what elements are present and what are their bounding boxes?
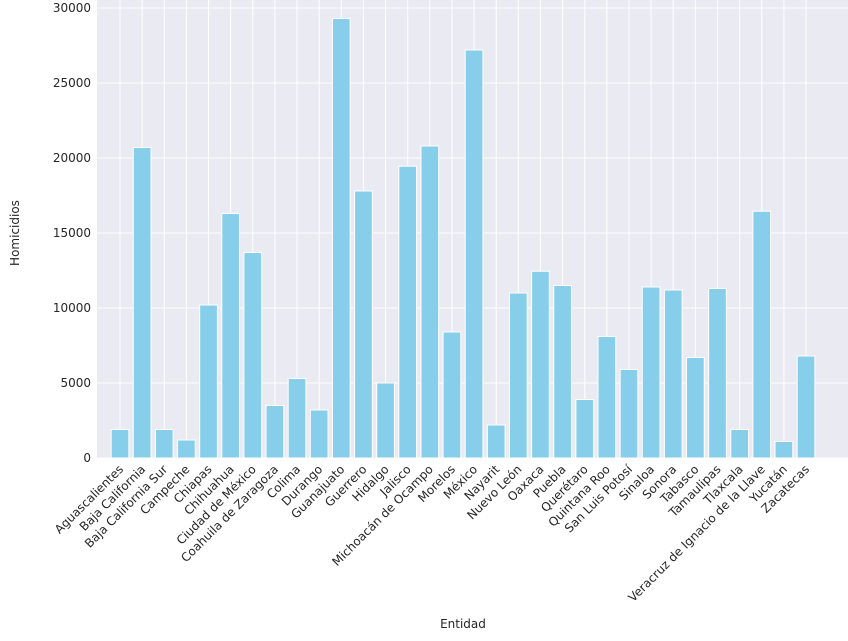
y-tick-label: 25000 — [53, 76, 91, 90]
bar-guanajuato — [331, 18, 351, 459]
bar-nayarit — [486, 424, 506, 459]
bar-sonora — [663, 289, 683, 459]
bar-quintana-roo — [597, 336, 617, 459]
bar-guerrero — [354, 190, 373, 459]
bar-sinaloa — [641, 286, 661, 459]
bar-durango — [309, 409, 329, 459]
bar-querétaro — [575, 399, 595, 459]
bar-tamaulipas — [708, 288, 727, 459]
bar-oaxaca — [531, 270, 550, 459]
y-axis-label: Homicidios — [8, 200, 22, 266]
bar-nuevo-león — [508, 292, 528, 459]
bar-zacatecas — [796, 355, 816, 459]
bar-michoacán-de-ocampo — [420, 145, 440, 459]
bar-ciudad-de-méxico — [243, 252, 263, 459]
bar-colima — [287, 378, 307, 459]
bar-tabasco — [686, 357, 705, 459]
bar-aguascalientes — [110, 429, 130, 459]
y-tick-label: 15000 — [53, 226, 91, 240]
bar-baja-california-sur — [154, 429, 174, 459]
bar-coahuila-de-zaragoza — [265, 405, 285, 459]
y-tick-label: 10000 — [53, 301, 91, 315]
bar-yucatán — [774, 441, 794, 459]
bar-hidalgo — [376, 382, 395, 459]
x-axis-label: Entidad — [440, 617, 486, 631]
bar-tlaxcala — [730, 429, 749, 459]
bar-chihuahua — [221, 213, 241, 459]
y-tick-label: 30000 — [53, 1, 91, 15]
bar-veracruz-de-ignacio-de-la-llave — [752, 210, 772, 459]
bar-morelos — [442, 331, 462, 459]
bar-campeche — [177, 439, 196, 459]
y-tick-label: 5000 — [60, 376, 91, 390]
bar-san-luis-potosí — [619, 369, 639, 459]
y-tick-label: 20000 — [53, 151, 91, 165]
y-tick-label: 0 — [83, 451, 91, 465]
bar-chiapas — [199, 304, 218, 459]
bar-puebla — [553, 285, 572, 459]
bar-méxico — [464, 49, 484, 459]
bar-baja-california — [132, 147, 152, 459]
bar-jalisco — [398, 165, 418, 459]
